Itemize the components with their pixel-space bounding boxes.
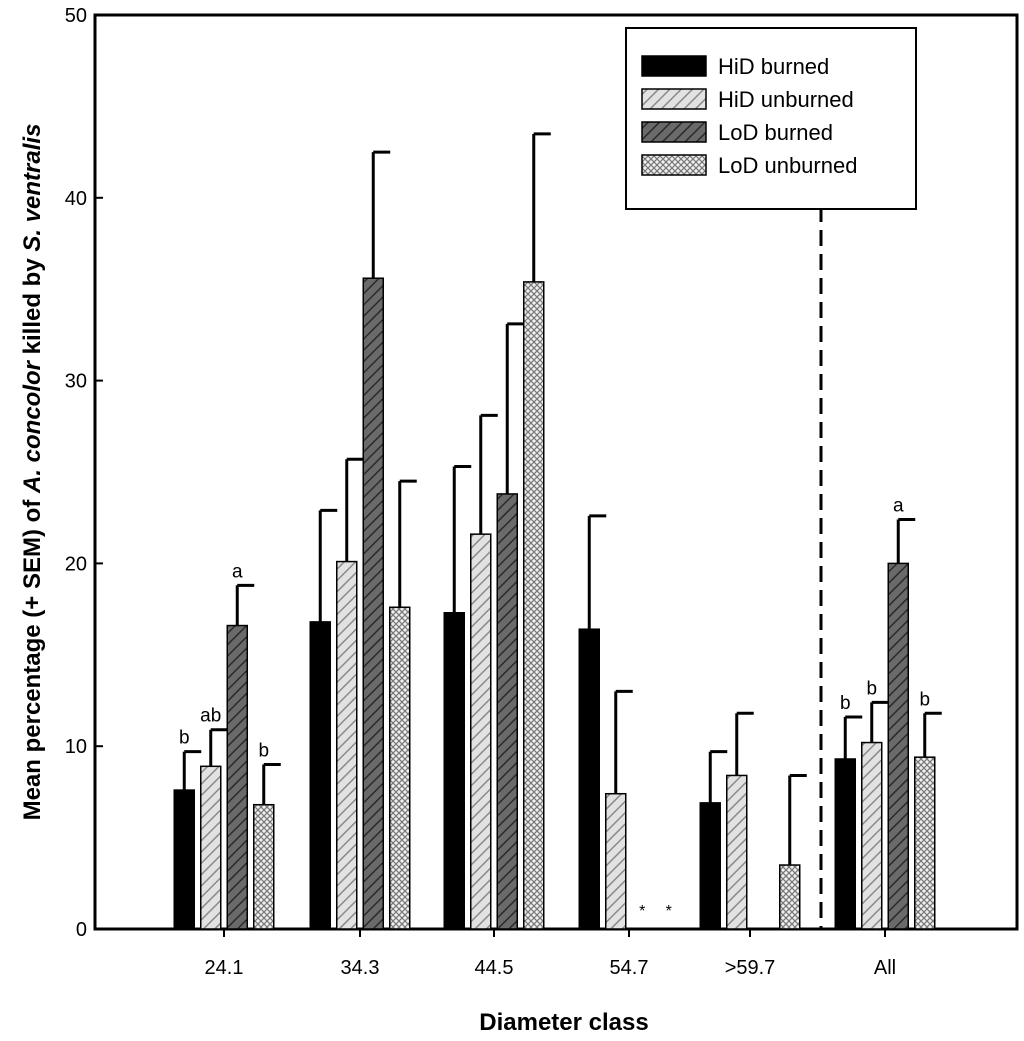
sig-label-lod-unburned-all: b: [919, 689, 930, 710]
sig-label-hid-burned-24-1: b: [179, 728, 190, 749]
legend-label-lod-burned: LoD burned: [718, 120, 833, 145]
y-tick-label-50: 50: [65, 5, 87, 27]
x-tick-label-34-3: 34.3: [341, 957, 380, 979]
bar-hid-burned-44-5: [443, 612, 465, 930]
x-tick-label-54-7: 54.7: [610, 957, 649, 979]
bar-hid-unburned-24-1: [200, 765, 222, 930]
asterisk-lod-unburned-54-7: *: [666, 903, 672, 920]
plot-frame: [93, 13, 1019, 931]
bar-lod-burned-all: [887, 562, 909, 930]
y-tick-label-20: 20: [65, 553, 87, 575]
error-bars-layer: [182, 132, 942, 866]
bar-lod-unburned-44-5: [523, 281, 545, 930]
bar-hid-burned-all: [834, 758, 856, 930]
bar-hid-unburned-44-5: [470, 533, 492, 930]
sig-label-hid-burned-all: b: [840, 693, 851, 714]
legend-label-hid-unburned: HiD unburned: [718, 87, 854, 112]
bar-lod-unburned-59-7: [779, 864, 801, 930]
legend-swatch-lod-burned: [641, 121, 707, 143]
bar-lod-unburned-24-1: [253, 803, 275, 930]
bar-hid-unburned-all: [861, 741, 883, 930]
asterisk-lod-burned-54-7: *: [639, 903, 645, 920]
legend-swatch-hid-unburned: [641, 88, 707, 110]
bar-hid-unburned-34-3: [336, 560, 358, 930]
x-tick-label-59-7: >59.7: [725, 957, 776, 979]
legend-label-lod-unburned: LoD unburned: [718, 153, 857, 178]
sig-label-hid-unburned-24-1: ab: [200, 706, 221, 727]
legend-swatch-hid-burned: [641, 55, 707, 77]
sig-label-lod-burned-24-1: a: [232, 561, 243, 582]
bar-hid-burned-59-7: [699, 802, 721, 930]
legend: HiD burned HiD unburned LoD burned LoD unbu…: [625, 27, 917, 210]
x-axis: 24.1 34.3 44.5 54.7 >59.7 All: [205, 929, 896, 979]
bar-lod-burned-34-3: [362, 277, 384, 930]
bar-hid-burned-24-1: [173, 789, 195, 930]
sig-label-hid-unburned-all: b: [866, 678, 877, 699]
bar-hid-burned-34-3: [309, 621, 331, 930]
y-tick-label-0: 0: [76, 919, 87, 941]
bar-lod-burned-44-5: [496, 493, 518, 930]
legend-swatch-lod-unburned: [641, 154, 707, 176]
y-axis: 0 10 20 30 40 50: [65, 5, 103, 941]
bar-lod-burned-24-1: [226, 624, 248, 930]
y-axis-title: Mean percentage (+ SEM) of A. concolor k…: [19, 124, 46, 821]
y-tick-label-10: 10: [65, 736, 87, 758]
x-tick-label-24-1: 24.1: [205, 957, 244, 979]
sig-label-lod-burned-all: a: [893, 496, 904, 517]
bar-lod-unburned-34-3: [389, 606, 411, 930]
x-tick-label-all: All: [874, 957, 896, 979]
bar-hid-unburned-54-7: [605, 792, 627, 930]
bar-hid-burned-54-7: [578, 628, 600, 930]
y-tick-label-30: 30: [65, 371, 87, 393]
legend-label-hid-burned: HiD burned: [718, 54, 829, 79]
bar-hid-unburned-59-7: [726, 774, 748, 930]
x-tick-label-44-5: 44.5: [475, 957, 514, 979]
bar-lod-unburned-all: [914, 756, 936, 930]
sig-label-lod-unburned-24-1: b: [258, 740, 269, 761]
x-axis-title: Diameter class: [479, 1009, 648, 1036]
y-tick-label-40: 40: [65, 188, 87, 210]
